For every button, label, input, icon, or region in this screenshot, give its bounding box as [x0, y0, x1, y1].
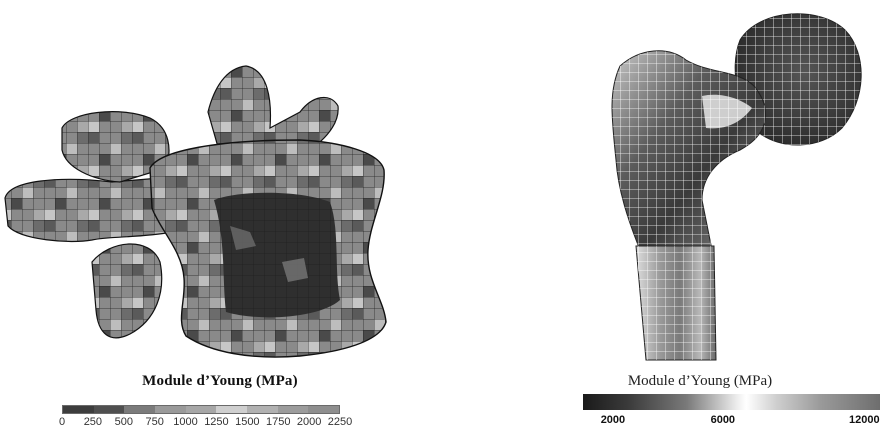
- vertebra-mesh-image: [4, 65, 387, 358]
- left-legend-title: Module d’Young (MPa): [142, 373, 298, 389]
- left-colorbar-tick-label: 750: [145, 416, 164, 428]
- left-colorbar-tick-label: 1250: [204, 416, 229, 428]
- left-colorbar: [62, 405, 340, 414]
- left-colorbar-step: [185, 406, 217, 413]
- femur-mesh-image: [611, 13, 862, 361]
- right-colorbar-tick-label: 6000: [710, 414, 736, 426]
- left-colorbar-step: [216, 406, 248, 413]
- left-colorbar-ticks: 0 250 500 750 1000 1250 1500 1750 2000 2250: [40, 416, 362, 430]
- left-colorbar-step: [277, 406, 309, 413]
- right-colorbar-tick-label: 12000: [849, 414, 880, 426]
- left-colorbar-step: [155, 406, 186, 413]
- left-colorbar-tick-label: 2250: [327, 416, 353, 428]
- left-colorbar-step: [93, 406, 125, 413]
- left-colorbar-step: [308, 406, 340, 413]
- femur-figure: Module d’Young (MPa) 2000 6000 12000: [440, 0, 884, 433]
- left-colorbar-step: [124, 406, 156, 413]
- left-colorbar-tick-label: 250: [83, 416, 103, 428]
- left-colorbar-step: [247, 406, 278, 413]
- left-colorbar-tick-label: 2000: [296, 416, 322, 428]
- left-colorbar-tick-label: 0: [58, 416, 66, 428]
- right-legend-title: Module d’Young (MPa): [627, 373, 773, 389]
- right-colorbar: [583, 394, 880, 410]
- right-colorbar-ticks: 2000 6000 12000: [583, 414, 880, 428]
- vertebra-figure: Module d’Young (MPa) 0 250 500 750 1000 1250 1…: [0, 0, 440, 433]
- left-colorbar-tick-label: 1750: [265, 416, 291, 428]
- left-colorbar-tick-label: 1500: [235, 416, 260, 428]
- left-colorbar-tick-label: 1000: [173, 416, 198, 428]
- right-colorbar-tick-label: 2000: [600, 414, 626, 426]
- left-colorbar-tick-label: 500: [114, 416, 133, 428]
- left-colorbar-step: [63, 406, 94, 413]
